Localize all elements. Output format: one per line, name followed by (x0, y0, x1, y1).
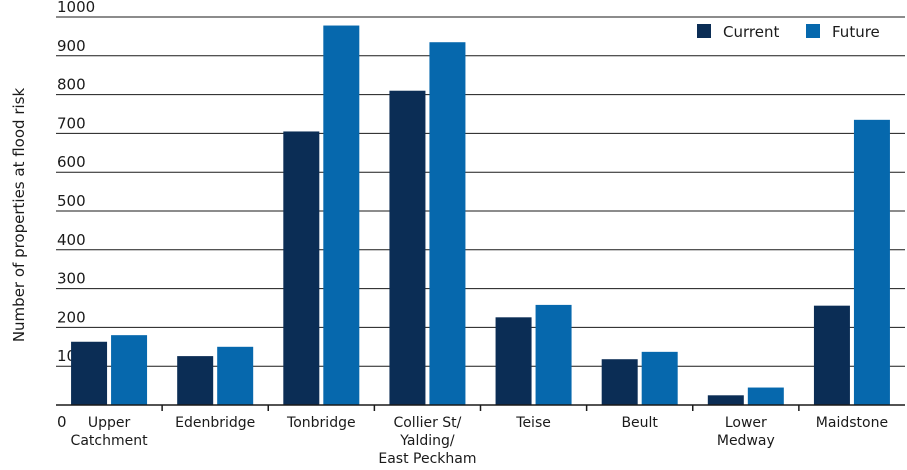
x-category-label: Medway (717, 433, 775, 449)
bar-current-3 (389, 90, 426, 405)
legend-swatch-current (697, 24, 711, 38)
x-category-label: Teise (515, 415, 551, 431)
legend: Current Future (697, 23, 880, 41)
bar-future-6 (747, 387, 784, 405)
bar-future-5 (641, 351, 678, 405)
y-tick-label: 1000 (57, 0, 95, 16)
bars (71, 25, 890, 405)
x-category-label: Maidstone (816, 415, 888, 431)
x-axis (56, 404, 905, 411)
legend-label-future: Future (832, 23, 880, 41)
bar-current-6 (707, 395, 744, 405)
bar-current-5 (601, 359, 638, 405)
y-tick-label: 500 (57, 192, 86, 210)
legend-label-current: Current (723, 23, 779, 41)
y-tick-label: 800 (57, 76, 86, 94)
y-axis-title: Number of properties at flood risk (10, 88, 28, 343)
bar-current-1 (177, 356, 214, 405)
y-tick-label: 400 (57, 231, 86, 249)
y-tick-label: 0 (57, 413, 67, 431)
x-category-label: Beult (621, 415, 658, 431)
x-category-label: Upper (88, 415, 131, 431)
bar-future-1 (217, 346, 254, 405)
x-category-label: Lower (725, 415, 767, 431)
bar-current-2 (283, 131, 320, 405)
y-tick-label: 300 (57, 270, 86, 288)
legend-swatch-future (806, 24, 820, 38)
y-tick-label: 700 (57, 114, 86, 132)
y-tick-label: 600 (57, 153, 86, 171)
bar-future-4 (535, 304, 572, 405)
y-tick-label: 200 (57, 308, 86, 326)
x-category-label: Tonbridge (286, 415, 356, 431)
bar-current-7 (813, 305, 850, 405)
bar-future-3 (429, 42, 466, 405)
bar-future-2 (323, 25, 360, 405)
x-category-label: Catchment (71, 433, 149, 449)
bar-current-4 (495, 317, 532, 405)
bar-current-0 (71, 341, 108, 405)
x-category-label: Yalding/ (399, 433, 455, 449)
x-category-label: Collier St/ (393, 415, 461, 431)
x-category-label: East Peckham (378, 451, 476, 467)
gridlines (56, 16, 905, 367)
bar-future-0 (111, 335, 148, 405)
x-category-label: Edenbridge (175, 415, 255, 431)
x-axis-category-labels: Upper Catchment Edenbridge Tonbridge Collier… (71, 415, 889, 467)
y-tick-label: 900 (57, 37, 86, 55)
bar-future-7 (853, 119, 890, 405)
